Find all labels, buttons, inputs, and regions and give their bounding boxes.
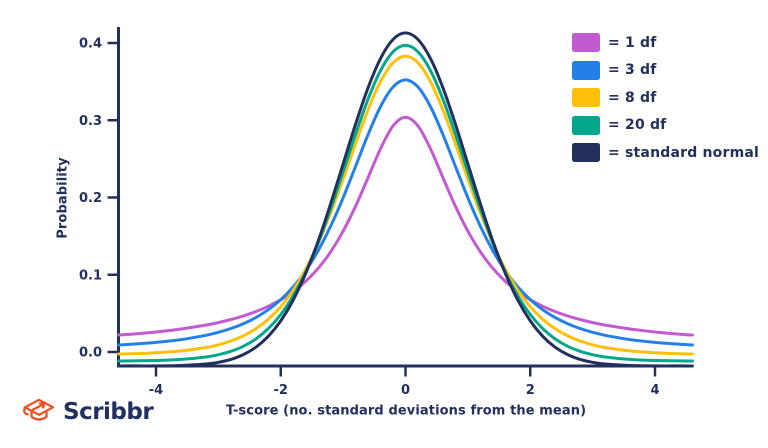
legend-item-20df: = 20 df [572,115,759,135]
legend-label-8df: = 8 df [608,89,657,106]
graduation-cap-icon [23,398,55,421]
y-tick-label: 0.4 [79,37,102,52]
legend-swatch-3df [572,60,600,80]
curve-t-distribution-1-df [117,115,694,337]
legend-swatch-8df [572,88,600,107]
legend-label-3df: = 3 df [608,62,657,78]
y-tick-label: 0.1 [79,268,102,283]
legend-swatch-standard-normal [572,143,600,162]
scribbr-logo: Scribbr [22,397,154,427]
curve-t-distribution-3-df [117,78,694,347]
y-tick-label: 0.2 [79,191,102,206]
x-tick-label: 0 [401,383,410,398]
legend-label-20df: = 20 df [608,117,667,133]
x-tick-label: 2 [526,383,535,398]
legend-item-1df: = 1 df [572,33,759,52]
x-tick-label: 4 [650,383,659,398]
curve-t-distribution-20-df [117,43,694,363]
legend-item-3df: = 3 df [572,60,759,80]
curve-standard-normal [117,31,694,368]
legend-label-standard-normal: = standard normal [608,144,760,161]
legend-swatch-1df [572,33,600,52]
y-tick-label: 0.0 [79,346,102,361]
legend-item-8df: = 8 df [572,88,759,107]
x-tick-label: -2 [274,383,288,398]
legend: = 1 df = 3 df = 8 df = 20 df = standard … [572,33,759,171]
legend-swatch-20df [572,115,600,135]
y-axis-title: Probability [55,157,71,239]
x-axis-title: T-score (no. standard deviations from th… [225,403,587,419]
legend-label-1df: = 1 df [608,34,657,51]
y-tick-label: 0.3 [79,114,102,129]
logo-wordmark: Scribbr [63,399,154,425]
curve-t-distribution-8-df [117,54,694,356]
legend-item-standard-normal: = standard normal [572,143,759,162]
x-tick-label: -4 [149,383,163,398]
